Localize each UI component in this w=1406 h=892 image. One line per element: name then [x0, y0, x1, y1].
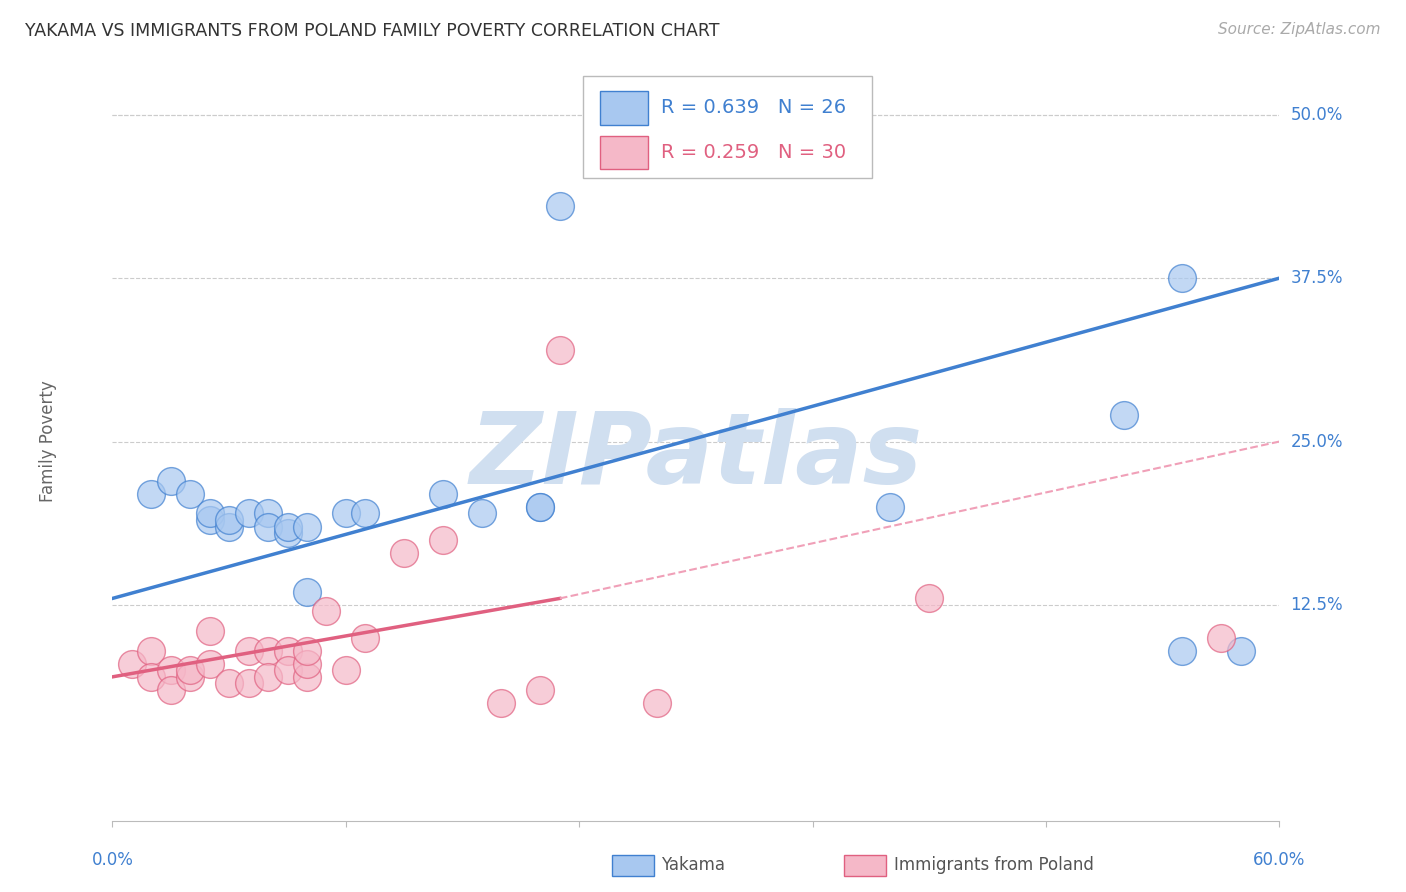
Point: [1171, 271, 1194, 285]
Text: Immigrants from Poland: Immigrants from Poland: [894, 856, 1094, 874]
Point: [295, 670, 318, 684]
Point: [257, 643, 280, 657]
Text: Yakama: Yakama: [661, 856, 725, 874]
Point: [1209, 631, 1232, 645]
Point: [276, 643, 298, 657]
Point: [218, 676, 240, 690]
Point: [529, 500, 551, 514]
Text: Family Poverty: Family Poverty: [39, 381, 58, 502]
Point: [276, 526, 298, 541]
Point: [432, 487, 454, 501]
Point: [276, 519, 298, 533]
Point: [257, 670, 280, 684]
Point: [218, 513, 240, 527]
Point: [238, 676, 260, 690]
Text: ZIPatlas: ZIPatlas: [470, 409, 922, 505]
Point: [335, 663, 357, 677]
Point: [218, 519, 240, 533]
Point: [1112, 409, 1135, 423]
Point: [315, 605, 337, 619]
Point: [198, 507, 221, 521]
Text: Source: ZipAtlas.com: Source: ZipAtlas.com: [1218, 22, 1381, 37]
Text: 12.5%: 12.5%: [1291, 596, 1343, 614]
Point: [198, 624, 221, 639]
Point: [394, 546, 416, 560]
Point: [1171, 643, 1194, 657]
Point: [179, 670, 201, 684]
Point: [160, 663, 183, 677]
Point: [198, 513, 221, 527]
Text: 50.0%: 50.0%: [1291, 106, 1343, 124]
Point: [548, 343, 571, 357]
Point: [548, 199, 571, 213]
Point: [160, 474, 183, 488]
Point: [354, 631, 377, 645]
Point: [295, 585, 318, 599]
Point: [354, 507, 377, 521]
Text: R = 0.639   N = 26: R = 0.639 N = 26: [661, 98, 846, 118]
Point: [295, 643, 318, 657]
Point: [141, 643, 163, 657]
Point: [918, 591, 941, 606]
Point: [295, 657, 318, 671]
Text: 25.0%: 25.0%: [1291, 433, 1343, 450]
Point: [141, 487, 163, 501]
Text: 37.5%: 37.5%: [1291, 269, 1343, 287]
Point: [257, 519, 280, 533]
Point: [238, 643, 260, 657]
Text: 60.0%: 60.0%: [1253, 851, 1306, 869]
Point: [238, 507, 260, 521]
Point: [198, 657, 221, 671]
Text: YAKAMA VS IMMIGRANTS FROM POLAND FAMILY POVERTY CORRELATION CHART: YAKAMA VS IMMIGRANTS FROM POLAND FAMILY …: [25, 22, 720, 40]
Point: [257, 507, 280, 521]
Point: [179, 487, 201, 501]
Point: [645, 696, 668, 710]
Point: [121, 657, 143, 671]
Point: [529, 682, 551, 697]
Point: [179, 663, 201, 677]
Point: [160, 682, 183, 697]
Point: [141, 670, 163, 684]
Text: R = 0.259   N = 30: R = 0.259 N = 30: [661, 143, 846, 162]
Point: [335, 507, 357, 521]
Point: [879, 500, 901, 514]
Point: [276, 663, 298, 677]
Point: [529, 500, 551, 514]
Text: 0.0%: 0.0%: [91, 851, 134, 869]
Point: [491, 696, 513, 710]
Point: [471, 507, 494, 521]
Point: [432, 533, 454, 547]
Point: [295, 519, 318, 533]
Point: [1229, 643, 1251, 657]
